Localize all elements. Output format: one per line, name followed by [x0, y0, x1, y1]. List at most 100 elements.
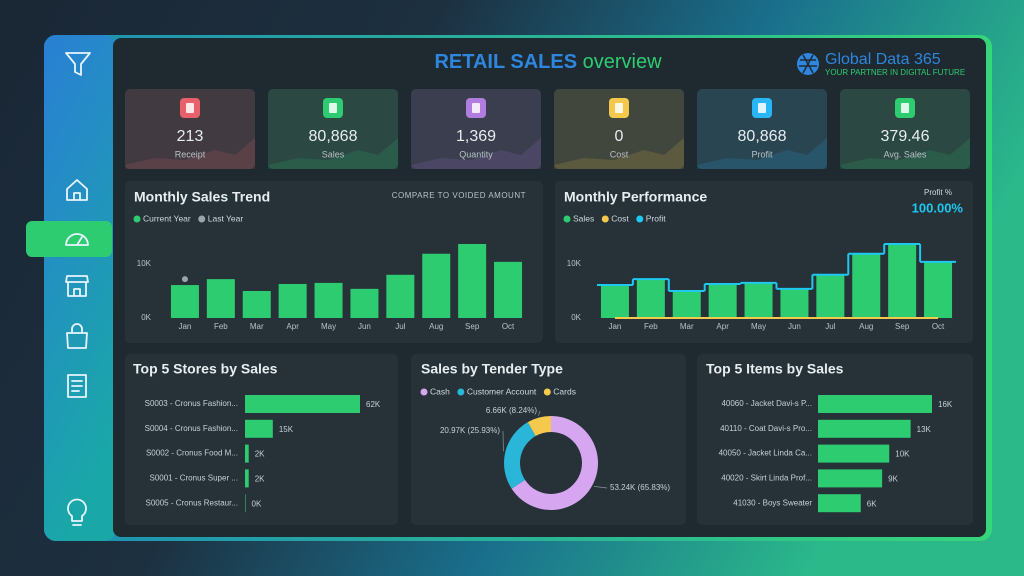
- page-title: RETAIL SALES overview: [434, 51, 662, 73]
- legend-marker: [133, 215, 141, 223]
- chart-title: Monthly Sales Trend: [134, 189, 270, 205]
- kpi-icon-glyph: [615, 103, 623, 113]
- legend-label: Sales: [573, 213, 594, 223]
- bar: [170, 285, 199, 318]
- kpi-card: [125, 89, 255, 169]
- category-label: 40110 - Coat Davi-s Pro...: [720, 424, 812, 433]
- home-icon[interactable]: [66, 179, 88, 201]
- report-icon[interactable]: [67, 374, 87, 398]
- kpi-tint: [411, 89, 541, 169]
- filter-icon[interactable]: [65, 52, 91, 76]
- active-nav[interactable]: [26, 221, 112, 257]
- x-tick-label: Jan: [608, 322, 621, 331]
- bar: [780, 288, 809, 318]
- value-label: 15K: [279, 425, 294, 434]
- kpi-label: Cost: [610, 149, 629, 159]
- kpi-value: 100.00%: [912, 200, 964, 215]
- legend-label: Cash: [430, 386, 450, 396]
- bar: [600, 285, 629, 318]
- value-label: 10K: [895, 450, 910, 459]
- kpi-value: 379.46: [881, 128, 930, 145]
- category-label: 41030 - Boys Sweater: [733, 498, 812, 507]
- value-label: 62K: [366, 400, 381, 409]
- bag-icon[interactable]: [66, 323, 88, 349]
- bar: [458, 244, 487, 318]
- donut-segment: [504, 422, 536, 489]
- kpi-label: Receipt: [175, 149, 206, 159]
- kpi-sparkline: [840, 138, 970, 169]
- donut-segment: [511, 416, 599, 510]
- value-label: 16K: [938, 400, 953, 409]
- kpi-label: Profit: [751, 149, 773, 159]
- bar: [636, 279, 665, 318]
- store-icon[interactable]: [65, 275, 89, 297]
- x-tick-label: Jul: [395, 322, 405, 331]
- category-label: 40060 - Jacket Davi-s P...: [721, 399, 812, 408]
- value-label: 13K: [917, 425, 932, 434]
- bar: [818, 469, 883, 488]
- kpi-value: 0: [615, 128, 624, 145]
- bar: [245, 444, 249, 463]
- kpi-icon-glyph: [901, 103, 909, 113]
- sidebar: [44, 35, 116, 541]
- bar: [818, 395, 932, 413]
- legend-marker: [636, 215, 644, 223]
- legend-label: Cards: [553, 386, 576, 396]
- value-label: 53.24K (65.83%): [610, 483, 670, 492]
- legend-label: Cost: [611, 213, 629, 223]
- y-tick-label: 10K: [567, 259, 582, 268]
- chart-title: Sales by Tender Type: [421, 361, 563, 377]
- kpi-label: Sales: [322, 149, 345, 159]
- brand-tagline: YOUR PARTNER IN DIGITAL FUTURE: [825, 68, 965, 77]
- value-label: 9K: [888, 475, 898, 484]
- category-label: S0005 - Cronus Restaur...: [146, 498, 239, 507]
- bar: [818, 419, 911, 438]
- kpi-icon-glyph: [758, 103, 766, 113]
- x-tick-label: Feb: [644, 322, 658, 331]
- y-tick-label: 10K: [137, 259, 152, 268]
- bar: [744, 282, 773, 318]
- kpi-sparkline: [411, 138, 541, 169]
- kpi-label: Avg. Sales: [884, 149, 927, 159]
- y-tick-label: 0K: [571, 313, 581, 322]
- kpi-tint: [697, 89, 827, 169]
- kpi-tint: [125, 89, 255, 169]
- panel: [411, 354, 686, 525]
- bar: [278, 283, 307, 318]
- kpi-icon-glyph: [186, 103, 194, 113]
- legend-label: Last Year: [208, 213, 244, 223]
- bar: [422, 253, 451, 318]
- bar: [494, 261, 523, 318]
- x-tick-label: Oct: [502, 322, 515, 331]
- kpi-value: 213: [177, 128, 204, 145]
- x-tick-label: Sep: [895, 322, 910, 331]
- kpi-card: [554, 89, 684, 169]
- chart-title: Top 5 Items by Sales: [706, 361, 844, 377]
- bar: [314, 282, 343, 318]
- kpi-tint: [554, 89, 684, 169]
- value-label: 2K: [255, 475, 265, 484]
- title-accent: overview: [583, 51, 662, 73]
- value-label: 6.66K (8.24%): [486, 406, 537, 415]
- x-tick-label: Jun: [358, 322, 371, 331]
- bar: [206, 279, 235, 318]
- title-main: RETAIL SALES: [434, 51, 577, 73]
- bar: [924, 261, 953, 318]
- kpi-card: [840, 89, 970, 169]
- legend-label: Customer Account: [467, 386, 537, 396]
- category-label: S0004 - Cronus Fashion...: [145, 424, 238, 433]
- gauge-icon[interactable]: [65, 233, 89, 246]
- bar: [245, 395, 360, 413]
- kpi-value: 80,868: [309, 128, 358, 145]
- x-tick-label: Jul: [825, 322, 835, 331]
- category-label: S0001 - Cronus Super ...: [150, 474, 239, 483]
- x-tick-label: Aug: [859, 322, 873, 331]
- idea-icon[interactable]: [67, 498, 87, 526]
- kpi-sparkline: [125, 138, 255, 169]
- kpi-sparkline: [268, 138, 398, 169]
- x-tick-label: Apr: [286, 322, 299, 331]
- x-tick-label: Mar: [680, 322, 694, 331]
- x-tick-label: Feb: [214, 322, 228, 331]
- kpi-card: [697, 89, 827, 169]
